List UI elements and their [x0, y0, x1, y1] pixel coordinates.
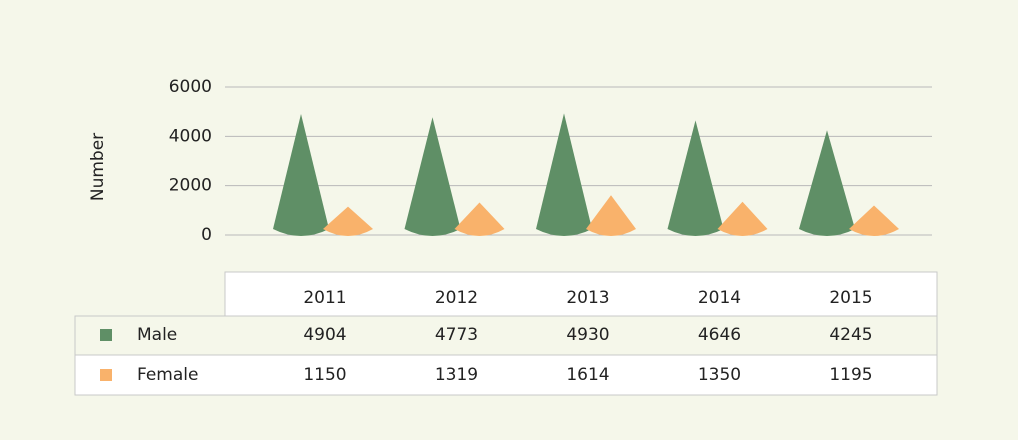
y-tick-label: 6000: [169, 77, 212, 97]
cone: [323, 206, 373, 236]
cone: [799, 130, 855, 236]
table-cell: 4930: [566, 325, 609, 345]
cone: [849, 205, 899, 236]
table-cell: 1150: [303, 365, 346, 385]
table-cell: 1350: [698, 365, 741, 385]
table-row: [74, 354, 938, 396]
table-cell: 4904: [303, 325, 346, 345]
y-tick-label: 4000: [169, 126, 212, 146]
table-cell: 1319: [435, 365, 478, 385]
y-tick-label: 2000: [169, 176, 212, 196]
cone: [454, 202, 505, 236]
x-tick-label: 2013: [566, 288, 609, 308]
cone: [404, 117, 461, 236]
y-tick-label: 0: [201, 225, 212, 245]
x-tick-label: 2014: [698, 288, 741, 308]
legend-swatch: [100, 329, 112, 341]
legend-label: Female: [137, 365, 198, 385]
legend-label: Male: [137, 325, 177, 345]
x-tick-label: 2015: [829, 288, 872, 308]
table-cell: 1195: [829, 365, 872, 385]
table-header: [224, 271, 938, 317]
table-cell: 1614: [566, 365, 609, 385]
table-row: [74, 315, 938, 356]
table-cell: 4773: [435, 325, 478, 345]
cone: [717, 201, 768, 236]
table-cell: 4245: [829, 325, 872, 345]
cone: [536, 113, 592, 236]
cone: [667, 120, 724, 236]
x-tick-label: 2011: [303, 288, 346, 308]
x-tick-label: 2012: [435, 288, 478, 308]
cone: [273, 114, 329, 236]
table-cell: 4646: [698, 325, 741, 345]
legend-swatch: [100, 369, 112, 381]
y-axis-label: Number: [88, 133, 108, 201]
cone: [586, 195, 636, 236]
